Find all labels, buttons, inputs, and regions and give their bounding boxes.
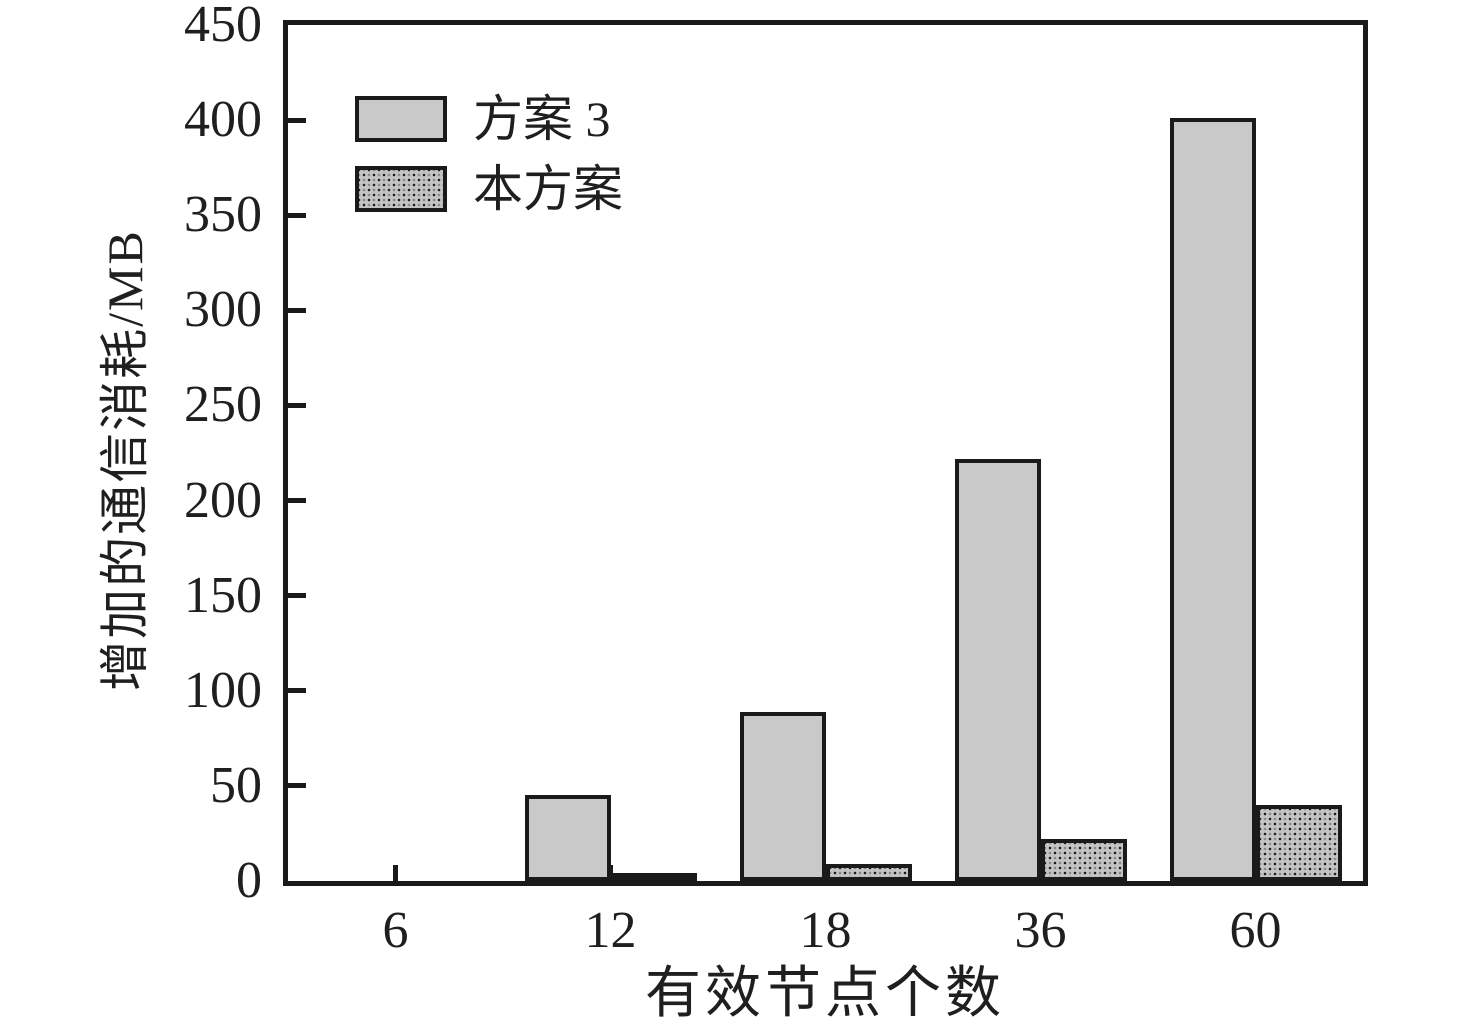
bar-this-scheme-x60 — [1255, 805, 1342, 881]
y-tick-label-0: 0 — [236, 852, 262, 909]
y-tick-label-100: 100 — [184, 661, 262, 719]
y-axis-tick-300 — [288, 307, 306, 313]
legend-swatch-dotted — [355, 166, 447, 212]
y-tick-label-350: 350 — [184, 186, 262, 244]
bar-this-scheme-x12 — [610, 873, 697, 881]
bar-scheme3-x18 — [739, 712, 826, 881]
legend-item-scheme3: 方案 3 — [355, 91, 623, 147]
y-tick-label-150: 150 — [184, 566, 262, 624]
legend-item-this-scheme: 本方案 — [355, 161, 623, 217]
x-axis-tick-6 — [393, 865, 398, 881]
x-tick-label-36: 36 — [1014, 902, 1067, 959]
legend-label-scheme3: 方案 3 — [473, 91, 611, 147]
y-tick-label-300: 300 — [184, 281, 262, 339]
y-axis-tick-50 — [288, 783, 306, 789]
x-tick-label-18: 18 — [799, 902, 852, 959]
y-axis-tick-200 — [288, 498, 306, 504]
y-tick-label-400: 400 — [184, 91, 262, 149]
bar-this-scheme-x36 — [1040, 839, 1127, 881]
bar-scheme3-x60 — [1169, 118, 1256, 881]
plot-area — [283, 20, 1368, 886]
y-axis-tick-400 — [288, 117, 306, 123]
x-tick-label-12: 12 — [584, 902, 637, 959]
legend-label-this-scheme: 本方案 — [473, 161, 623, 217]
legend: 方案 3 本方案 — [355, 91, 623, 236]
bar-scheme3-x36 — [954, 459, 1041, 881]
y-tick-label-200: 200 — [184, 471, 262, 529]
bar-scheme3-x12 — [524, 795, 611, 881]
x-axis-title: 有效节点个数 — [645, 963, 1005, 1025]
y-tick-label-50: 50 — [210, 756, 262, 814]
y-tick-label-450: 450 — [184, 0, 262, 53]
x-tick-label-6: 6 — [382, 902, 409, 959]
y-axis-tick-350 — [288, 212, 306, 218]
y-tick-label-250: 250 — [184, 376, 262, 434]
y-axis-tick-100 — [288, 688, 306, 694]
legend-swatch-solid — [355, 96, 447, 142]
y-axis-tick-150 — [288, 593, 306, 599]
y-axis-tick-250 — [288, 402, 306, 408]
bar-this-scheme-x18 — [825, 864, 912, 881]
x-tick-label-60: 60 — [1229, 902, 1282, 959]
